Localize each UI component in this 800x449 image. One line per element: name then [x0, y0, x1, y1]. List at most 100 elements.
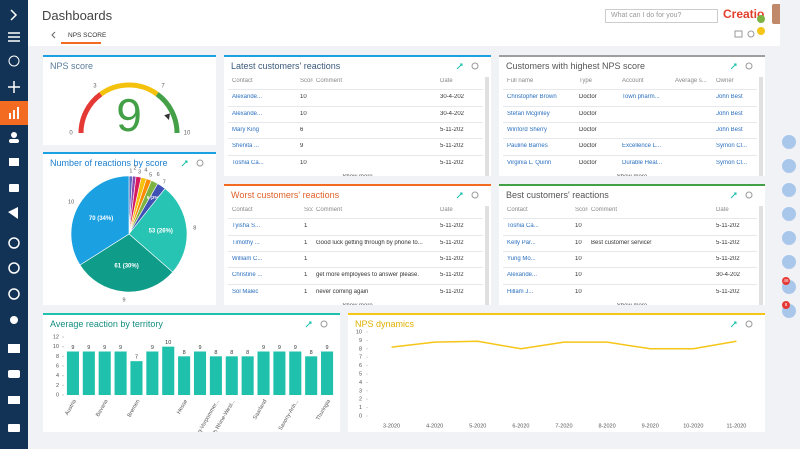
settings-icon[interactable]: [196, 159, 204, 167]
link-cell[interactable]: Alexande...: [232, 110, 263, 117]
row-divider: [228, 89, 483, 91]
link-cell[interactable]: John Best: [716, 94, 743, 101]
gear-icon[interactable]: [757, 15, 765, 23]
x-tick-label: Hesse: [176, 399, 189, 416]
cell: Doctor: [579, 110, 597, 117]
link-cell[interactable]: Durable Heal...: [622, 159, 663, 166]
settings-icon[interactable]: [747, 30, 755, 38]
settings-icon[interactable]: [745, 62, 753, 70]
widget-tools: [730, 62, 753, 70]
row-divider: [228, 234, 483, 236]
bar: [321, 351, 334, 395]
chart: 0 2 4 6 8 10 12 9 Austria 9 9 Bavaria 9 7 Bremen 9 10 8 He…: [53, 334, 334, 432]
expand-icon[interactable]: [730, 63, 737, 70]
link-cell[interactable]: Pauline Barnes: [507, 143, 548, 150]
tab[interactable]: NPS SCORE: [68, 32, 107, 39]
slice-label: 61 (30%): [114, 263, 138, 269]
link-cell[interactable]: Toshia Ca...: [232, 159, 264, 166]
link-cell[interactable]: John Best: [716, 126, 743, 133]
cell: Doctor: [579, 94, 597, 101]
slice-label: 5 (2%): [147, 195, 161, 200]
cell: 10: [300, 159, 307, 166]
y-tick-label: 5: [359, 371, 362, 377]
expand-icon[interactable]: [456, 192, 463, 199]
show-more[interactable]: Show more: [499, 303, 765, 305]
show-more[interactable]: Show more: [224, 174, 491, 176]
page-title: Dashboards: [42, 8, 113, 23]
settings-icon[interactable]: [745, 191, 753, 199]
bar: [98, 351, 111, 395]
expand-icon[interactable]: [181, 160, 188, 167]
y-tick-label: 7: [359, 355, 362, 361]
widget-title: Worst customers' reactions: [231, 190, 340, 200]
badge-count: 46: [783, 278, 789, 283]
cell: 1: [304, 223, 308, 230]
menu-icon[interactable]: [8, 32, 20, 42]
link-cell[interactable]: Alexande...: [507, 272, 538, 279]
widget-tools: [456, 62, 479, 70]
widget-title: Latest customers' reactions: [231, 61, 341, 71]
link-cell[interactable]: Tyisha S...: [232, 223, 261, 230]
link-cell[interactable]: Mary King: [232, 126, 260, 133]
link-cell[interactable]: Winford Sherry: [507, 126, 548, 133]
help-icon[interactable]: [757, 27, 765, 35]
link-cell[interactable]: Symon Cl...: [716, 159, 748, 166]
expand-icon[interactable]: [10, 9, 18, 21]
cell: 5-11-202: [440, 223, 464, 230]
widget: Average reaction by territory 0 2 4 6 8 10 12 9 A…: [43, 313, 340, 432]
chart: 0 1 2 3 4 5 6 7 8 9 10 3-2020 4-2020 5-2020 6-2020 7-20…: [356, 329, 746, 429]
link-cell[interactable]: William C...: [232, 255, 263, 262]
slice-category: 1: [129, 168, 132, 174]
bar-label: 9: [198, 345, 201, 351]
link-cell[interactable]: Town pharm...: [622, 94, 660, 101]
add-icon[interactable]: [8, 81, 20, 93]
play-icon[interactable]: [8, 55, 20, 67]
cell: 30-4-202: [440, 94, 465, 101]
column-header: Type: [579, 78, 593, 84]
expand-icon[interactable]: [456, 63, 463, 70]
search-box[interactable]: What can I do for you?: [605, 9, 718, 23]
settings-icon[interactable]: [745, 320, 753, 328]
bar: [225, 356, 238, 395]
show-more[interactable]: Show more: [224, 303, 491, 305]
bar-label: 9: [87, 345, 90, 351]
settings-icon[interactable]: [471, 191, 479, 199]
settings-icon[interactable]: [320, 320, 328, 328]
nav-icons[interactable]: [8, 132, 20, 432]
link-cell[interactable]: Christine ...: [232, 272, 263, 279]
link-cell[interactable]: Yung Mo...: [507, 255, 536, 262]
settings-icon[interactable]: [471, 62, 479, 70]
expand-icon[interactable]: [305, 321, 312, 328]
link-cell[interactable]: Kelly Par...: [507, 239, 536, 246]
rail-buttons[interactable]: [782, 135, 796, 318]
column-header: Average s...: [675, 78, 707, 84]
link-cell[interactable]: Virginia L. Quinn: [507, 159, 552, 166]
widget-title: Best customers' reactions: [506, 190, 609, 200]
show-more[interactable]: Show more: [499, 174, 765, 176]
link-cell[interactable]: Toshia Ca...: [507, 223, 539, 230]
link-cell[interactable]: Stefan Mcginley: [507, 110, 550, 117]
column-header: Contact: [232, 207, 253, 213]
bar: [273, 351, 286, 395]
link-cell[interactable]: Sol Malec: [232, 288, 259, 295]
link-cell[interactable]: Symon Cl...: [716, 143, 748, 150]
link-cell[interactable]: Shenita ...: [232, 143, 260, 150]
gauge-tick-label: 10: [184, 131, 191, 137]
scrollbar: [759, 206, 763, 305]
widget-title: Number of reactions by score: [50, 158, 168, 168]
link-cell[interactable]: Christopher Brown: [507, 94, 557, 101]
widget-tools: [305, 320, 328, 328]
expand-icon[interactable]: [730, 192, 737, 199]
link-cell[interactable]: John Best: [716, 110, 743, 117]
badge: [782, 277, 790, 285]
tool-icon[interactable]: [734, 30, 743, 38]
y-tick-label: 8: [359, 346, 362, 352]
link-cell[interactable]: Timothy ...: [232, 239, 260, 246]
slice-label: 53 (26%): [149, 229, 173, 235]
link-cell[interactable]: Excellence L...: [622, 143, 662, 150]
link-cell[interactable]: Alexande...: [232, 94, 263, 101]
link-cell[interactable]: Hillam J...: [507, 288, 534, 295]
expand-icon[interactable]: [730, 321, 737, 328]
back-icon[interactable]: [51, 31, 56, 39]
bar: [241, 356, 254, 395]
